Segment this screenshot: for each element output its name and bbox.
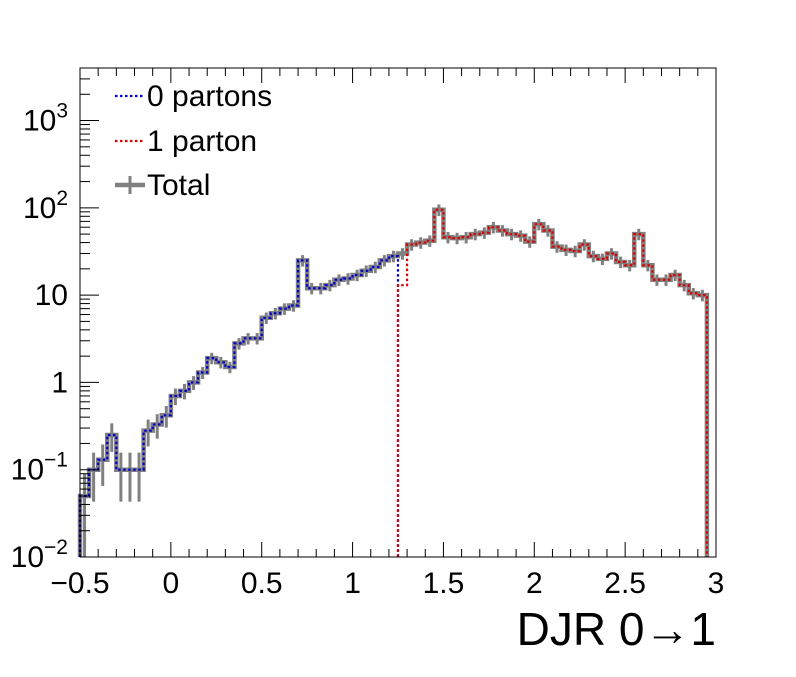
legend: 0 partons 1 parton Total — [115, 80, 272, 202]
x-tick-label: 1.5 — [423, 567, 465, 600]
y-tick-label: 10 — [35, 279, 68, 312]
series-group — [78, 208, 709, 557]
plot-frame — [79, 67, 717, 558]
legend-label-0-partons: 0 partons — [147, 80, 272, 113]
axes-group: −0.5 0 0.5 1 1.5 2 2.5 3 10−2 10−1 1 10 102 103 — [11, 67, 725, 600]
y-tick-label: 10−2 — [11, 536, 68, 574]
x-tick-label: −0.5 — [50, 567, 109, 600]
y-tick-label: 103 — [23, 100, 68, 138]
x-tick-label: 1 — [344, 567, 361, 600]
legend-label-total: Total — [147, 169, 210, 202]
legend-label-1-parton: 1 parton — [147, 125, 257, 158]
x-tick-label: 2.5 — [604, 567, 646, 600]
x-tick-label: 0.5 — [241, 567, 283, 600]
y-tick-label: 10−1 — [11, 449, 68, 487]
x-tick-label: 3 — [708, 567, 725, 600]
series-0-partons-line — [78, 255, 400, 557]
x-axis-title: DJR 0→1 — [517, 603, 716, 655]
x-tick-label: 0 — [163, 567, 180, 600]
y-tick-label: 1 — [51, 366, 68, 399]
x-tick-label: 2 — [526, 567, 543, 600]
y-tick-label: 102 — [23, 187, 68, 225]
